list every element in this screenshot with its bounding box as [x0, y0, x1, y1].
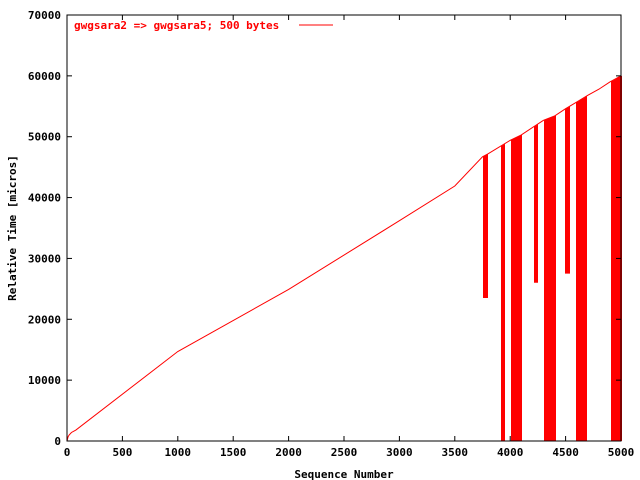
x-tick-label: 3000	[386, 446, 413, 459]
y-tick-label: 0	[54, 435, 61, 448]
y-tick-label: 60000	[28, 70, 61, 83]
y-tick-label: 20000	[28, 313, 61, 326]
x-tick-label: 2500	[331, 446, 358, 459]
x-tick-label: 500	[112, 446, 132, 459]
plot-area	[66, 75, 622, 442]
x-tick-label: 4000	[497, 446, 524, 459]
y-tick-label: 40000	[28, 192, 61, 205]
x-tick-label: 2000	[275, 446, 302, 459]
x-tick-label: 3500	[442, 446, 469, 459]
y-tick-label: 50000	[28, 131, 61, 144]
y-tick-label: 10000	[28, 374, 61, 387]
x-tick-label: 4500	[552, 446, 579, 459]
x-tick-label: 5000	[608, 446, 635, 459]
x-tick-label: 1500	[220, 446, 247, 459]
legend-label: gwgsara2 => gwgsara5; 500 bytes	[74, 19, 279, 32]
legend: gwgsara2 => gwgsara5; 500 bytes	[74, 19, 333, 32]
x-tick-label: 0	[64, 446, 71, 459]
axes: 0 500 1000 1500 2000 2500 3000 3500 4000 4500 5000…	[28, 9, 634, 459]
y-axis-title: Relative Time [micros]	[6, 155, 19, 301]
y-tick-label: 70000	[28, 9, 61, 22]
y-tick-label: 30000	[28, 252, 61, 265]
x-tick-label: 1000	[165, 446, 192, 459]
series-line	[66, 75, 622, 442]
x-axis-title: Sequence Number	[294, 468, 394, 480]
